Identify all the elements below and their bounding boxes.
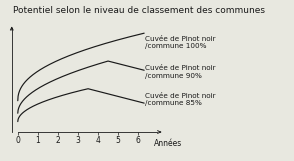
Text: Potentiel selon le niveau de classement des communes: Potentiel selon le niveau de classement …: [14, 6, 265, 15]
Text: Années: Années: [154, 139, 182, 148]
Text: Cuvée de Pinot noir
/commune 90%: Cuvée de Pinot noir /commune 90%: [145, 65, 216, 79]
Text: Cuvée de Pinot noir
/commune 100%: Cuvée de Pinot noir /commune 100%: [145, 36, 216, 49]
Text: Cuvée de Pinot noir
/commune 85%: Cuvée de Pinot noir /commune 85%: [145, 93, 216, 106]
